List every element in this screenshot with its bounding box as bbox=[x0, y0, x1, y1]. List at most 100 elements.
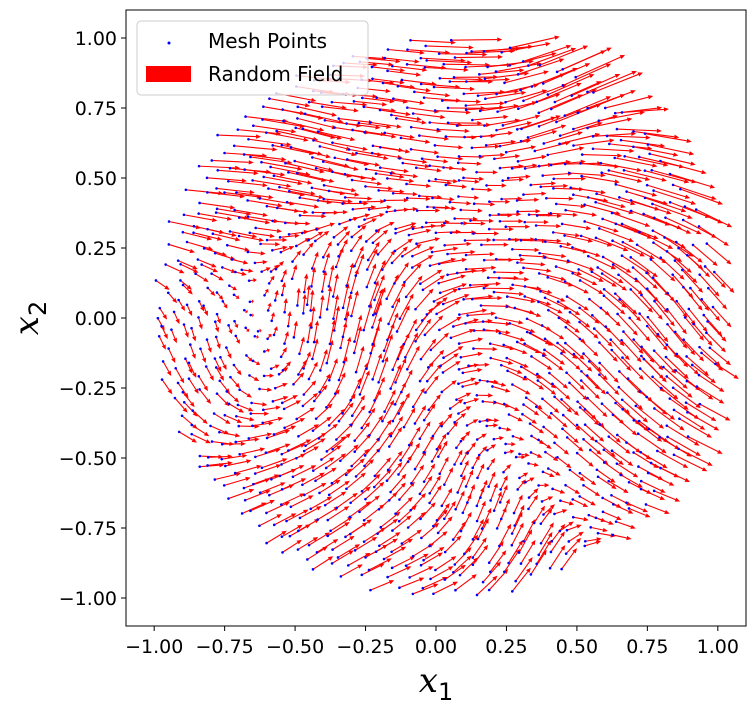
field-arrow-head bbox=[203, 431, 210, 437]
field-arrow-head bbox=[490, 444, 497, 449]
field-arrow bbox=[704, 266, 723, 285]
field-arrow-head bbox=[380, 527, 386, 533]
field-arrow bbox=[537, 380, 553, 393]
field-arrow bbox=[399, 579, 420, 589]
mesh-point bbox=[443, 578, 447, 581]
field-arrow-head bbox=[480, 221, 486, 226]
mesh-point bbox=[368, 410, 371, 414]
field-arrow bbox=[444, 243, 467, 246]
field-arrow-head bbox=[347, 293, 353, 300]
field-arrow-head bbox=[231, 232, 237, 237]
field-arrow-head bbox=[350, 393, 356, 399]
mesh-point bbox=[620, 338, 623, 342]
field-arrow-head bbox=[481, 500, 486, 507]
field-arrow bbox=[308, 365, 316, 380]
field-arrow bbox=[159, 307, 165, 316]
field-arrow-head bbox=[669, 415, 676, 420]
mesh-point bbox=[567, 171, 571, 175]
field-arrow bbox=[332, 538, 351, 551]
field-arrow-head bbox=[662, 345, 668, 351]
mesh-point bbox=[298, 196, 302, 199]
mesh-point bbox=[318, 145, 322, 148]
mesh-point bbox=[583, 544, 587, 548]
field-arrow bbox=[266, 132, 304, 141]
field-arrow bbox=[354, 250, 362, 267]
field-arrow-head bbox=[385, 88, 391, 94]
mesh-point bbox=[475, 519, 479, 523]
field-arrow-head bbox=[317, 115, 324, 120]
field-arrow bbox=[180, 263, 195, 272]
field-arrow-head bbox=[568, 196, 574, 201]
mesh-point bbox=[215, 207, 219, 211]
mesh-point bbox=[369, 351, 372, 355]
field-arrow-head bbox=[486, 237, 492, 243]
field-arrow bbox=[188, 362, 195, 374]
field-arrow-head bbox=[626, 268, 632, 273]
field-arrow bbox=[566, 437, 581, 449]
field-arrow-head bbox=[357, 377, 362, 384]
field-arrow bbox=[399, 157, 423, 163]
mesh-point bbox=[598, 373, 601, 376]
field-arrow-head bbox=[722, 304, 728, 310]
field-arrow bbox=[622, 357, 641, 377]
field-arrow bbox=[327, 508, 346, 521]
field-arrow bbox=[423, 467, 433, 482]
mesh-point bbox=[530, 355, 533, 358]
field-arrow-head bbox=[614, 73, 621, 78]
legend: Mesh Points Random Field bbox=[136, 20, 369, 96]
field-arrow bbox=[476, 505, 485, 522]
mesh-point bbox=[419, 517, 422, 521]
field-arrow bbox=[311, 256, 318, 269]
field-arrow bbox=[629, 317, 648, 339]
field-arrow bbox=[199, 389, 209, 401]
field-arrow bbox=[639, 231, 669, 248]
field-arrow bbox=[425, 378, 437, 393]
field-arrow bbox=[216, 187, 250, 193]
field-arrow bbox=[328, 483, 346, 496]
field-arrow-head bbox=[299, 110, 306, 116]
field-arrow-head bbox=[372, 263, 377, 269]
field-arrow bbox=[653, 490, 676, 501]
field-arrow-head bbox=[241, 178, 247, 183]
field-arrow bbox=[506, 146, 532, 153]
field-arrow bbox=[460, 453, 467, 464]
field-arrow-head bbox=[184, 332, 189, 338]
field-arrow-head bbox=[322, 270, 328, 276]
field-arrow bbox=[243, 480, 266, 489]
field-arrow bbox=[595, 237, 625, 250]
field-arrow bbox=[477, 522, 487, 540]
field-arrow bbox=[391, 114, 418, 120]
field-arrow bbox=[619, 299, 638, 319]
field-arrow bbox=[444, 567, 463, 580]
field-arrow bbox=[511, 526, 522, 546]
mesh-point bbox=[622, 168, 626, 172]
mesh-point bbox=[181, 283, 185, 287]
field-arrow-head bbox=[241, 271, 247, 276]
mesh-point bbox=[379, 525, 383, 529]
field-arrow bbox=[292, 466, 313, 478]
field-arrow-head bbox=[326, 416, 332, 422]
mesh-point bbox=[243, 498, 247, 502]
field-arrow bbox=[225, 460, 247, 467]
mesh-point bbox=[215, 291, 219, 294]
field-arrow-head bbox=[404, 262, 409, 268]
mesh-point bbox=[451, 325, 455, 328]
mesh-point bbox=[665, 375, 669, 378]
mesh-point bbox=[202, 304, 205, 307]
field-arrow-head bbox=[401, 473, 407, 479]
mesh-point bbox=[158, 306, 162, 310]
field-arrow bbox=[234, 209, 264, 216]
field-arrow-head bbox=[476, 99, 482, 104]
field-arrow bbox=[363, 307, 371, 331]
field-arrow-head bbox=[395, 297, 401, 303]
field-arrow bbox=[388, 301, 399, 325]
field-arrow bbox=[338, 243, 346, 257]
field-arrow bbox=[503, 552, 518, 573]
field-arrow bbox=[281, 526, 299, 538]
field-arrow bbox=[299, 197, 328, 203]
field-arrow bbox=[462, 369, 478, 374]
field-arrow bbox=[415, 291, 431, 310]
field-arrow-head bbox=[696, 230, 702, 235]
mesh-point bbox=[307, 238, 310, 242]
field-arrow-head bbox=[465, 110, 472, 115]
